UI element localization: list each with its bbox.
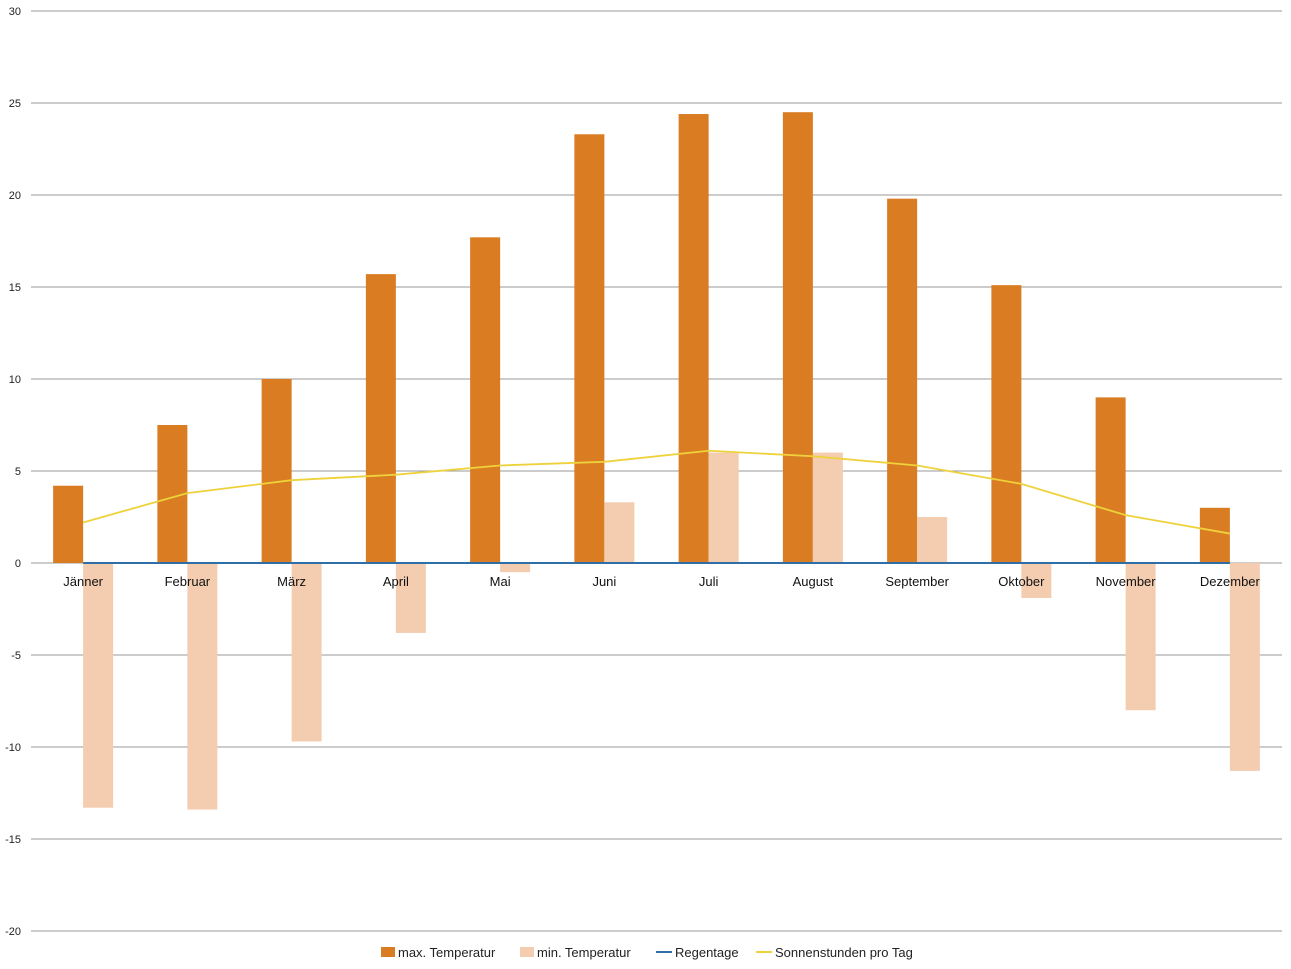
legend-swatch [381, 947, 395, 957]
bar-max-temperatur [887, 198, 918, 563]
series-lines [82, 449, 1231, 564]
bar-min-temperatur [604, 502, 635, 563]
bar-max-temperatur [1199, 507, 1230, 563]
y-tick-label: 25 [9, 98, 21, 110]
y-tick-label: 15 [9, 282, 21, 294]
bars [53, 112, 1260, 810]
x-category-label: Oktober [998, 574, 1045, 589]
x-axis-category-labels: Jänner Februar März April Mai Juni Juli August S… [63, 574, 1260, 589]
y-tick-label: 20 [9, 190, 21, 202]
x-category-label: Jänner [63, 574, 103, 589]
bar-max-temperatur [261, 379, 292, 563]
y-tick-label: 30 [9, 6, 21, 18]
bar-min-temperatur [291, 563, 322, 742]
bar-min-temperatur [917, 517, 948, 563]
bar-max-temperatur [1095, 397, 1126, 563]
x-category-label: Juni [592, 574, 616, 589]
bar-max-temperatur [782, 112, 813, 563]
bar-min-temperatur [708, 452, 739, 563]
x-category-label: Dezember [1200, 574, 1261, 589]
bar-max-temperatur [991, 285, 1022, 563]
x-category-label: August [793, 574, 834, 589]
x-category-label: April [383, 574, 409, 589]
bar-min-temperatur [1125, 563, 1156, 711]
bar-min-temperatur [395, 563, 426, 633]
bar-min-temperatur [500, 563, 531, 573]
bar-max-temperatur [678, 114, 709, 563]
y-axis-tick-labels: 30 25 20 15 10 5 0 -5 -10 -15 -20 [5, 6, 21, 938]
bar-max-temperatur [470, 237, 501, 563]
y-tick-label: 0 [15, 558, 21, 570]
bar-max-temperatur [574, 134, 605, 563]
x-category-label: Februar [165, 574, 211, 589]
legend-swatch [520, 947, 534, 957]
y-tick-label: 10 [9, 374, 21, 386]
bar-min-temperatur [83, 563, 114, 808]
bar-max-temperatur [365, 274, 396, 563]
bar-min-temperatur [1229, 563, 1260, 771]
gridlines [31, 10, 1282, 932]
legend-label: Sonnenstunden pro Tag [775, 945, 913, 960]
y-tick-label: -5 [11, 650, 21, 662]
x-category-label: März [277, 574, 306, 589]
x-category-label: September [885, 574, 949, 589]
legend: max. Temperatur min. Temperatur Regentage S… [381, 945, 913, 960]
y-tick-label: -10 [5, 742, 21, 754]
bar-min-temperatur [812, 452, 843, 563]
y-tick-label: -15 [5, 834, 21, 846]
legend-label: max. Temperatur [398, 945, 496, 960]
x-category-label: Mai [490, 574, 511, 589]
bar-max-temperatur [53, 485, 84, 563]
y-tick-label: 5 [15, 466, 21, 478]
legend-label: Regentage [675, 945, 739, 960]
x-category-label: November [1096, 574, 1157, 589]
bar-min-temperatur [187, 563, 218, 810]
legend-label: min. Temperatur [537, 945, 631, 960]
sonnenstunden-line [82, 449, 1231, 535]
bar-min-temperatur [1021, 563, 1052, 598]
y-tick-label: -20 [5, 926, 21, 938]
x-category-label: Juli [699, 574, 719, 589]
